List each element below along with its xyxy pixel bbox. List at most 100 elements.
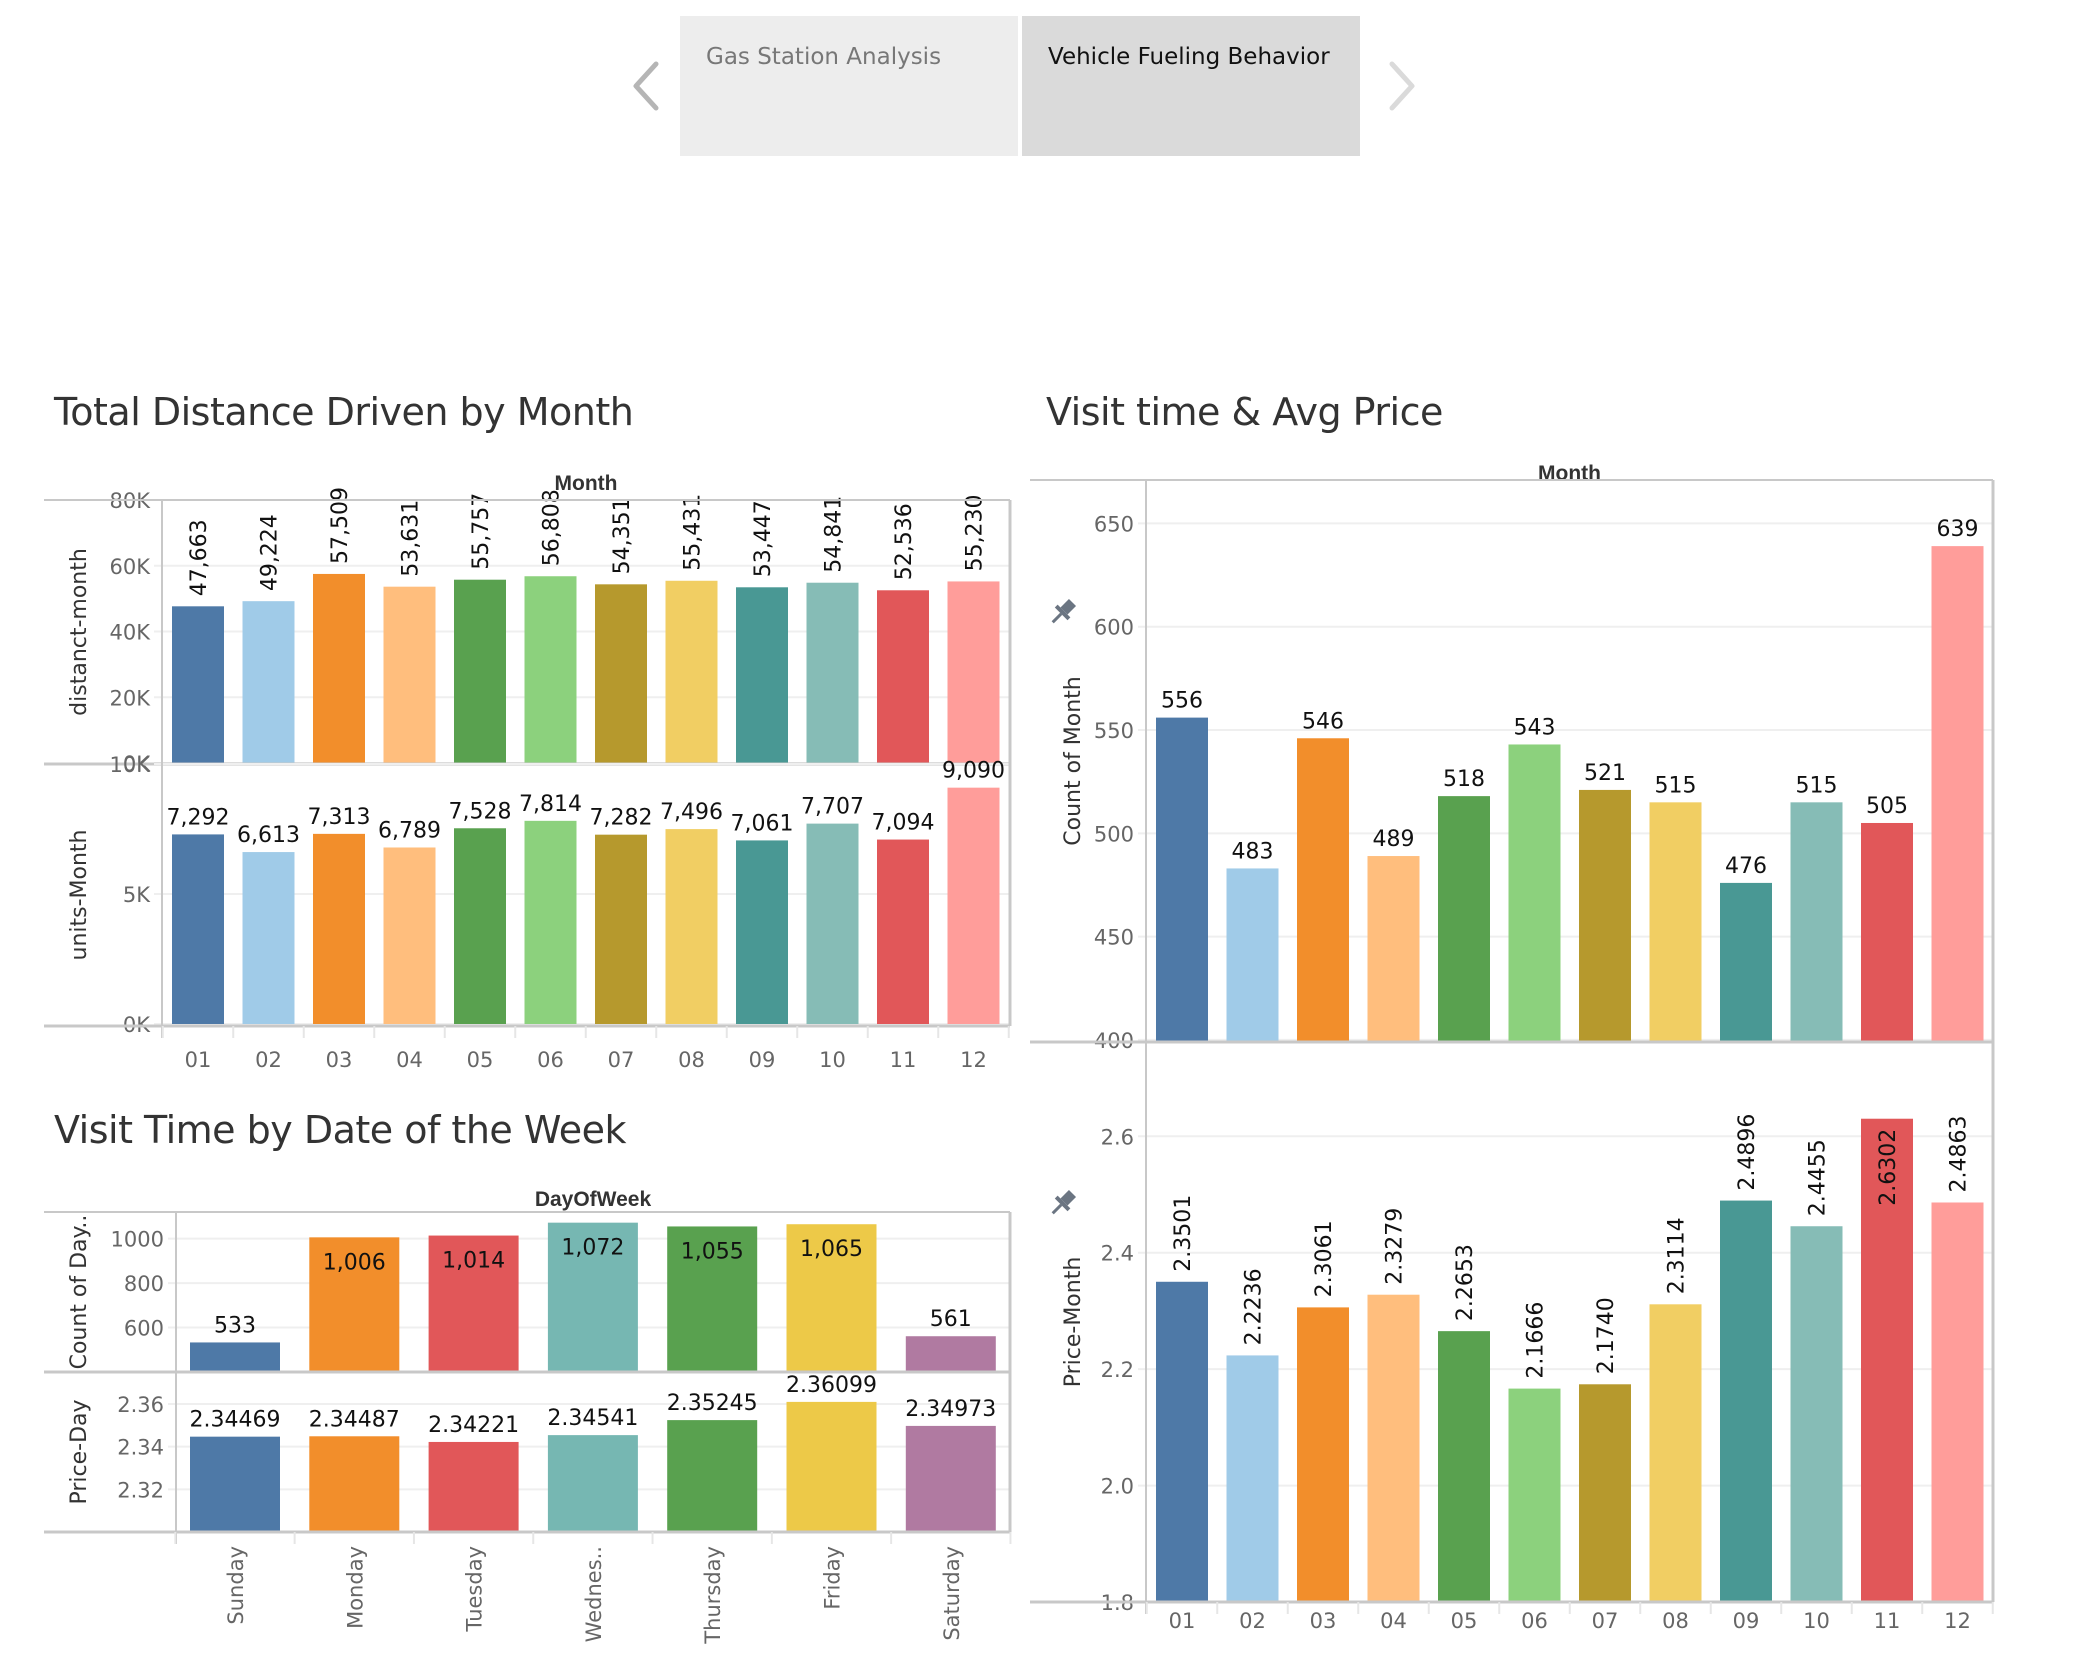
data-label: 53,447: [751, 500, 776, 577]
bar-friday[interactable]: [786, 1401, 877, 1532]
bar-04[interactable]: [1367, 856, 1420, 1042]
bar-05[interactable]: [454, 579, 506, 763]
bar-09[interactable]: [1720, 882, 1772, 1042]
x-category-label: 10: [1803, 1609, 1830, 1633]
bar-09[interactable]: [1720, 1200, 1772, 1602]
bar-saturday[interactable]: [905, 1425, 996, 1532]
bar-tuesday[interactable]: [428, 1235, 519, 1372]
data-label: 2.2653: [1453, 1244, 1478, 1321]
bar-09[interactable]: [736, 840, 788, 1024]
bar-02[interactable]: [242, 852, 295, 1024]
bar-08[interactable]: [1649, 802, 1702, 1042]
bar-02[interactable]: [1226, 1355, 1279, 1602]
bar-03[interactable]: [313, 573, 365, 763]
data-label: 521: [1584, 761, 1626, 786]
bar-friday[interactable]: [786, 1224, 877, 1372]
bar-07[interactable]: [1579, 1384, 1631, 1602]
y-axis-title: Price-Day: [67, 1399, 92, 1504]
data-label: 2.1666: [1524, 1302, 1549, 1379]
bar-sunday[interactable]: [190, 1342, 280, 1372]
bar-wednes[interactable]: [547, 1435, 638, 1532]
bar-monday[interactable]: [309, 1237, 400, 1372]
bar-03[interactable]: [1297, 1307, 1349, 1602]
y-tick-label: 2.0: [1101, 1475, 1134, 1499]
bar-07[interactable]: [1579, 789, 1631, 1042]
data-label: 2.6302: [1876, 1129, 1901, 1206]
bar-01[interactable]: [1156, 717, 1208, 1042]
bar-sunday[interactable]: [190, 1436, 280, 1532]
x-category-label: 01: [1169, 1609, 1196, 1633]
bar-05[interactable]: [454, 828, 506, 1024]
data-label: 476: [1725, 854, 1767, 879]
bar-10[interactable]: [1790, 1226, 1843, 1602]
bar-06[interactable]: [524, 576, 577, 763]
bar-12[interactable]: [1931, 1202, 1984, 1602]
bar-01[interactable]: [172, 606, 224, 763]
bar-07[interactable]: [595, 834, 647, 1024]
bar-04[interactable]: [383, 847, 436, 1024]
x-category-label: 02: [255, 1048, 282, 1072]
data-label: 2.3501: [1171, 1195, 1196, 1272]
x-category-label: 09: [1733, 1609, 1760, 1633]
bar-tuesday[interactable]: [428, 1441, 519, 1532]
x-category-label: 05: [467, 1048, 494, 1072]
bar-04[interactable]: [1367, 1294, 1420, 1602]
bar-12[interactable]: [947, 787, 1000, 1024]
bar-05[interactable]: [1438, 1331, 1490, 1602]
bar-03[interactable]: [1297, 738, 1349, 1042]
bar-03[interactable]: [313, 833, 365, 1024]
data-label: 2.1740: [1594, 1297, 1619, 1374]
distance-pane-2: 0K5K10Kunits-Month7,2926,6137,3136,7897,…: [44, 753, 1010, 1037]
tab-gas-station-analysis[interactable]: Gas Station Analysis: [680, 16, 1018, 156]
tab-vehicle-fueling-behavior[interactable]: Vehicle Fueling Behavior: [1022, 16, 1360, 156]
bar-10[interactable]: [806, 582, 859, 763]
chevron-left-icon[interactable]: [628, 60, 664, 112]
bar-10[interactable]: [1790, 802, 1843, 1042]
x-category-label: 11: [890, 1048, 917, 1072]
bar-05[interactable]: [1438, 796, 1490, 1042]
pin-icon[interactable]: [1046, 596, 1079, 629]
bar-wednes[interactable]: [547, 1222, 638, 1372]
bar-06[interactable]: [524, 820, 577, 1024]
data-label: 518: [1443, 767, 1485, 792]
bar-07[interactable]: [595, 584, 647, 763]
bar-saturday[interactable]: [905, 1336, 996, 1372]
x-category-label: Sunday: [224, 1546, 248, 1625]
y-tick-label: 5K: [123, 883, 151, 907]
bar-11[interactable]: [877, 590, 929, 763]
y-tick-label: 600: [1094, 616, 1134, 640]
bar-11[interactable]: [1861, 1118, 1913, 1602]
bar-02[interactable]: [242, 601, 295, 763]
y-tick-label: 40K: [110, 621, 152, 645]
bar-09[interactable]: [736, 587, 788, 763]
bar-thursday[interactable]: [667, 1420, 758, 1532]
data-label: 7,313: [308, 805, 371, 830]
bar-12[interactable]: [947, 581, 1000, 763]
bar-11[interactable]: [1861, 822, 1913, 1042]
bar-01[interactable]: [1156, 1281, 1208, 1602]
bar-06[interactable]: [1508, 744, 1561, 1042]
bar-11[interactable]: [877, 839, 929, 1024]
bar-08[interactable]: [665, 580, 718, 763]
x-category-label: 04: [1380, 1609, 1407, 1633]
bar-02[interactable]: [1226, 868, 1279, 1042]
data-label: 2.3114: [1665, 1217, 1690, 1294]
data-label: 6,789: [378, 818, 441, 843]
bar-01[interactable]: [172, 834, 224, 1024]
data-label: 55,757: [469, 493, 494, 570]
y-tick-label: 1000: [111, 1228, 164, 1252]
bar-04[interactable]: [383, 586, 436, 763]
bar-monday[interactable]: [309, 1436, 400, 1532]
data-label: 56,808: [540, 489, 565, 566]
bar-08[interactable]: [665, 829, 718, 1024]
bar-08[interactable]: [1649, 1304, 1702, 1602]
week-pane-1: 600 800 1000 Count of Day.. 533 1,006 1,014 1,0…: [44, 1215, 1010, 1374]
bar-10[interactable]: [806, 823, 859, 1024]
pin-icon[interactable]: [1046, 1187, 1079, 1220]
bar-thursday[interactable]: [667, 1226, 758, 1372]
chevron-right-icon[interactable]: [1384, 60, 1420, 112]
bar-06[interactable]: [1508, 1388, 1561, 1602]
bar-12[interactable]: [1931, 546, 1984, 1042]
